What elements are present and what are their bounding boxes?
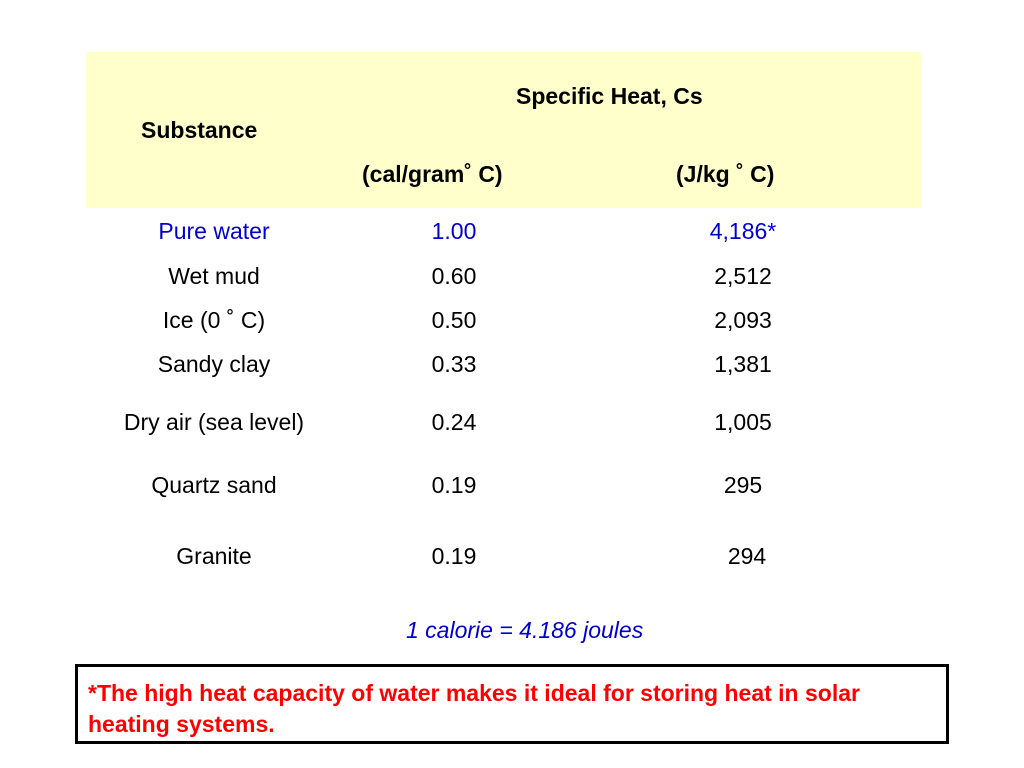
cell-j-pure-water: 4,186* [709, 218, 777, 244]
cell-substance-granite: Granite [176, 543, 252, 569]
cell-substance-quartz-sand: Quartz sand [151, 472, 277, 498]
cell-cal-dry-air: 0.24 [431, 409, 477, 435]
header-substance: Substance [141, 117, 258, 143]
cell-substance-wet-mud: Wet mud [168, 263, 260, 289]
header-unit-cal: (cal/gram˚ C) [362, 161, 503, 187]
cell-j-ice: 2,093 [714, 307, 772, 333]
cell-cal-quartz-sand: 0.19 [431, 472, 477, 498]
footnote-box: *The high heat capacity of water makes i… [75, 664, 949, 744]
cell-cal-ice: 0.50 [431, 307, 477, 333]
cell-cal-sandy-clay: 0.33 [431, 351, 477, 377]
cell-substance-ice: Ice (0 ˚ C) [162, 307, 266, 333]
cell-j-granite: 294 [727, 543, 767, 569]
cell-cal-wet-mud: 0.60 [431, 263, 477, 289]
cell-cal-granite: 0.19 [431, 543, 477, 569]
header-unit-j: (J/kg ˚ C) [676, 161, 775, 187]
cell-substance-pure-water: Pure water [158, 218, 270, 244]
cell-j-dry-air: 1,005 [714, 409, 772, 435]
cell-cal-pure-water: 1.00 [431, 218, 477, 244]
table-header-background [86, 52, 921, 208]
cell-substance-sandy-clay: Sandy clay [157, 351, 271, 377]
header-specific-heat: Specific Heat, Cs [516, 83, 703, 109]
cell-j-quartz-sand: 295 [723, 472, 763, 498]
conversion-note: 1 calorie = 4.186 joules [406, 617, 644, 643]
cell-j-wet-mud: 2,512 [714, 263, 772, 289]
cell-j-sandy-clay: 1,381 [714, 351, 772, 377]
cell-substance-dry-air: Dry air (sea level) [123, 409, 305, 435]
footnote-text: *The high heat capacity of water makes i… [88, 680, 860, 737]
